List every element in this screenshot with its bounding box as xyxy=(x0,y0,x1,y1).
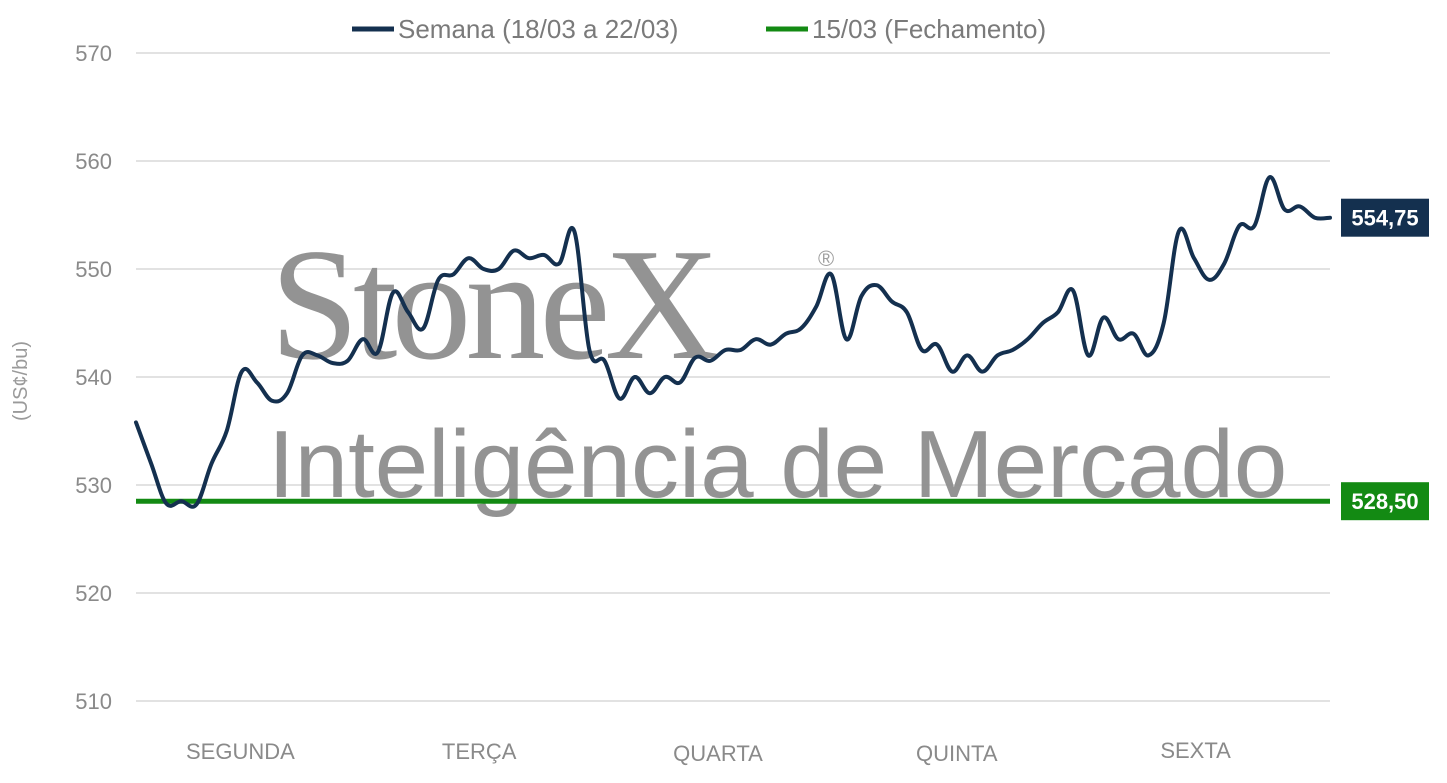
gridlines xyxy=(136,52,1330,702)
x-tick-label: SEGUNDA xyxy=(186,739,295,764)
y-axis-ticks: 570 560 550 540 530 520 510 xyxy=(75,41,112,714)
y-axis-label: (US¢/bu) xyxy=(10,341,32,421)
end-label-semana-box xyxy=(1341,198,1429,237)
end-label-fechamento-box xyxy=(1341,482,1429,521)
legend-label-fechamento: 15/03 (Fechamento) xyxy=(812,14,1046,44)
legend: Semana (18/03 a 22/03) 15/03 (Fechamento… xyxy=(352,14,1046,44)
y-tick-label: 540 xyxy=(75,365,112,390)
y-tick-label: 550 xyxy=(75,257,112,282)
y-tick-label: 520 xyxy=(75,581,112,606)
watermark-brand: StoneX xyxy=(270,215,717,393)
series-line-semana xyxy=(134,175,1332,509)
y-tick-label: 510 xyxy=(75,689,112,714)
x-axis-ticks: SEGUNDA TERÇA QUARTA QUINTA SEXTA xyxy=(186,738,1231,766)
x-tick-label: QUINTA xyxy=(916,741,998,766)
y-tick-label: 560 xyxy=(75,149,112,174)
watermark: StoneX ® Inteligência de Mercado xyxy=(268,215,1287,518)
y-tick-label: 570 xyxy=(75,41,112,66)
end-label-semana: 554,75 xyxy=(1341,198,1429,237)
legend-label-semana: Semana (18/03 a 22/03) xyxy=(398,14,678,44)
x-tick-label: QUARTA xyxy=(673,741,763,766)
end-label-semana-text: 554,75 xyxy=(1351,206,1418,231)
y-tick-label: 530 xyxy=(75,473,112,498)
x-tick-label: SEXTA xyxy=(1160,738,1231,763)
end-label-fechamento-text: 528,50 xyxy=(1351,489,1418,514)
series-group xyxy=(134,175,1332,509)
watermark-registered-mark: ® xyxy=(818,246,834,271)
x-tick-label: TERÇA xyxy=(442,739,517,764)
end-label-fechamento: 528,50 xyxy=(1341,482,1429,521)
